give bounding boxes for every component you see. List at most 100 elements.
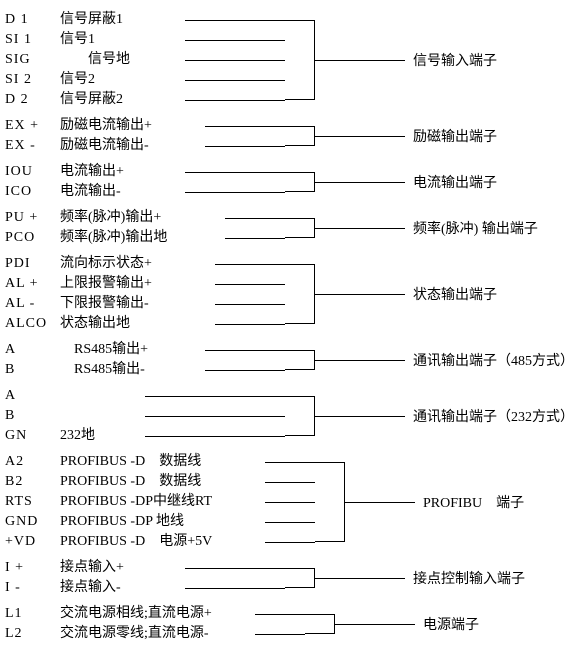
terminal-desc: 信号2 bbox=[60, 70, 95, 90]
terminal-row: D 1信号屏蔽1 bbox=[5, 10, 130, 30]
bracket bbox=[285, 396, 315, 436]
terminal-code: B2 bbox=[5, 472, 60, 492]
connector-line bbox=[145, 396, 285, 397]
terminal-desc: 频率(脉冲)输出+ bbox=[60, 208, 161, 228]
connector-line bbox=[205, 370, 285, 371]
connector-line bbox=[215, 304, 285, 305]
connector-line bbox=[185, 80, 285, 81]
bracket bbox=[285, 20, 315, 100]
connector-line bbox=[225, 218, 285, 219]
terminal-desc: 励磁电流输出- bbox=[60, 136, 149, 156]
connector-line bbox=[185, 60, 285, 61]
terminal-code: PCO bbox=[5, 228, 60, 248]
connector-line bbox=[265, 542, 315, 543]
terminal-code: GN bbox=[5, 426, 60, 446]
terminal-row: I -接点输入- bbox=[5, 578, 124, 598]
terminal-desc: RS485输出- bbox=[60, 360, 145, 380]
terminal-desc: 信号1 bbox=[60, 30, 95, 50]
terminal-row: B2PROFIBUS -D 数据线 bbox=[5, 472, 212, 492]
terminal-row: A RS485输出+ bbox=[5, 340, 148, 360]
terminal-group: D 1信号屏蔽1SI 1信号1SIG 信号地SI 2信号2D 2信号屏蔽2信号输… bbox=[5, 10, 580, 110]
group-label: 电流输出端子 bbox=[413, 172, 497, 192]
terminal-row: PCO频率(脉冲)输出地 bbox=[5, 228, 167, 248]
group-label: 频率(脉冲) 输出端子 bbox=[413, 218, 538, 238]
terminal-code: ICO bbox=[5, 182, 60, 202]
connector-line bbox=[185, 588, 285, 589]
terminal-code: SI 1 bbox=[5, 30, 60, 50]
connector-line bbox=[255, 614, 305, 615]
connector-line bbox=[185, 100, 285, 101]
terminal-desc: 电流输出- bbox=[60, 182, 121, 202]
terminal-code: EX + bbox=[5, 116, 60, 136]
bracket bbox=[285, 350, 315, 370]
terminal-code: +VD bbox=[5, 532, 60, 552]
terminal-code: EX - bbox=[5, 136, 60, 156]
terminal-code: L1 bbox=[5, 604, 60, 624]
label-connector bbox=[315, 360, 405, 361]
connector-line bbox=[215, 324, 285, 325]
label-connector bbox=[315, 182, 405, 183]
terminal-desc: 状态输出地 bbox=[60, 314, 130, 334]
terminal-group: L1交流电源相线;直流电源+L2交流电源零线;直流电源-电源端子 bbox=[5, 604, 580, 644]
terminal-code: RTS bbox=[5, 492, 60, 512]
group-label: 通讯输出端子（485方式） bbox=[413, 350, 574, 370]
terminal-group: A RS485输出+B RS485输出- 通讯输出端子（485方式） bbox=[5, 340, 580, 380]
terminal-desc: 频率(脉冲)输出地 bbox=[60, 228, 167, 248]
terminal-code: A bbox=[5, 340, 60, 360]
bracket bbox=[285, 126, 315, 146]
terminal-group: PU +频率(脉冲)输出+PCO频率(脉冲)输出地频率(脉冲) 输出端子 bbox=[5, 208, 580, 248]
terminal-code: SIG bbox=[5, 50, 60, 70]
connector-line bbox=[215, 264, 285, 265]
terminal-row: +VDPROFIBUS -D 电源+5V bbox=[5, 532, 212, 552]
terminal-code: AL - bbox=[5, 294, 60, 314]
terminal-desc: PROFIBUS -DP中继线RT bbox=[60, 492, 212, 512]
label-connector bbox=[335, 624, 415, 625]
label-connector bbox=[315, 294, 405, 295]
terminal-desc: 信号屏蔽2 bbox=[60, 90, 123, 110]
terminal-code: PDI bbox=[5, 254, 60, 274]
terminal-group: PDI流向标示状态+AL +上限报警输出+AL -下限报警输出-ALCO状态输出… bbox=[5, 254, 580, 334]
terminal-row: L2交流电源零线;直流电源- bbox=[5, 624, 212, 644]
terminal-code: GND bbox=[5, 512, 60, 532]
terminal-code: A bbox=[5, 386, 60, 406]
group-label: 接点控制输入端子 bbox=[413, 568, 525, 588]
terminal-code: B bbox=[5, 360, 60, 380]
terminal-code: AL + bbox=[5, 274, 60, 294]
connector-line bbox=[265, 482, 315, 483]
terminal-desc: 信号屏蔽1 bbox=[60, 10, 123, 30]
terminal-code: D 1 bbox=[5, 10, 60, 30]
label-connector bbox=[345, 502, 415, 503]
terminal-desc: PROFIBUS -D 数据线 bbox=[60, 452, 201, 472]
terminal-desc: RS485输出+ bbox=[60, 340, 148, 360]
terminal-desc: 信号地 bbox=[60, 50, 130, 70]
group-label: 信号输入端子 bbox=[413, 50, 497, 70]
terminal-code: B bbox=[5, 406, 60, 426]
terminal-row: PDI流向标示状态+ bbox=[5, 254, 152, 274]
bracket bbox=[315, 462, 345, 542]
bracket bbox=[285, 218, 315, 238]
terminal-row: AL -下限报警输出- bbox=[5, 294, 152, 314]
connector-line bbox=[205, 350, 285, 351]
bracket bbox=[305, 614, 335, 634]
terminal-code: I + bbox=[5, 558, 60, 578]
connector-line bbox=[205, 126, 285, 127]
connector-line bbox=[185, 192, 285, 193]
connector-line bbox=[265, 502, 315, 503]
terminal-desc: 励磁电流输出+ bbox=[60, 116, 152, 136]
connector-line bbox=[205, 146, 285, 147]
terminal-row: SIG 信号地 bbox=[5, 50, 130, 70]
terminal-row: EX -励磁电流输出- bbox=[5, 136, 152, 156]
terminal-desc: 电流输出+ bbox=[60, 162, 124, 182]
terminal-code: ALCO bbox=[5, 314, 60, 334]
terminal-desc: PROFIBUS -DP 地线 bbox=[60, 512, 184, 532]
terminal-group: A2PROFIBUS -D 数据线B2PROFIBUS -D 数据线RTSPRO… bbox=[5, 452, 580, 552]
terminal-row: L1交流电源相线;直流电源+ bbox=[5, 604, 212, 624]
label-connector bbox=[315, 228, 405, 229]
terminal-row: ICO电流输出- bbox=[5, 182, 124, 202]
connector-line bbox=[185, 20, 285, 21]
connector-line bbox=[145, 436, 285, 437]
bracket bbox=[285, 264, 315, 324]
connector-line bbox=[265, 462, 315, 463]
connector-line bbox=[185, 172, 285, 173]
terminal-row: SI 1信号1 bbox=[5, 30, 130, 50]
